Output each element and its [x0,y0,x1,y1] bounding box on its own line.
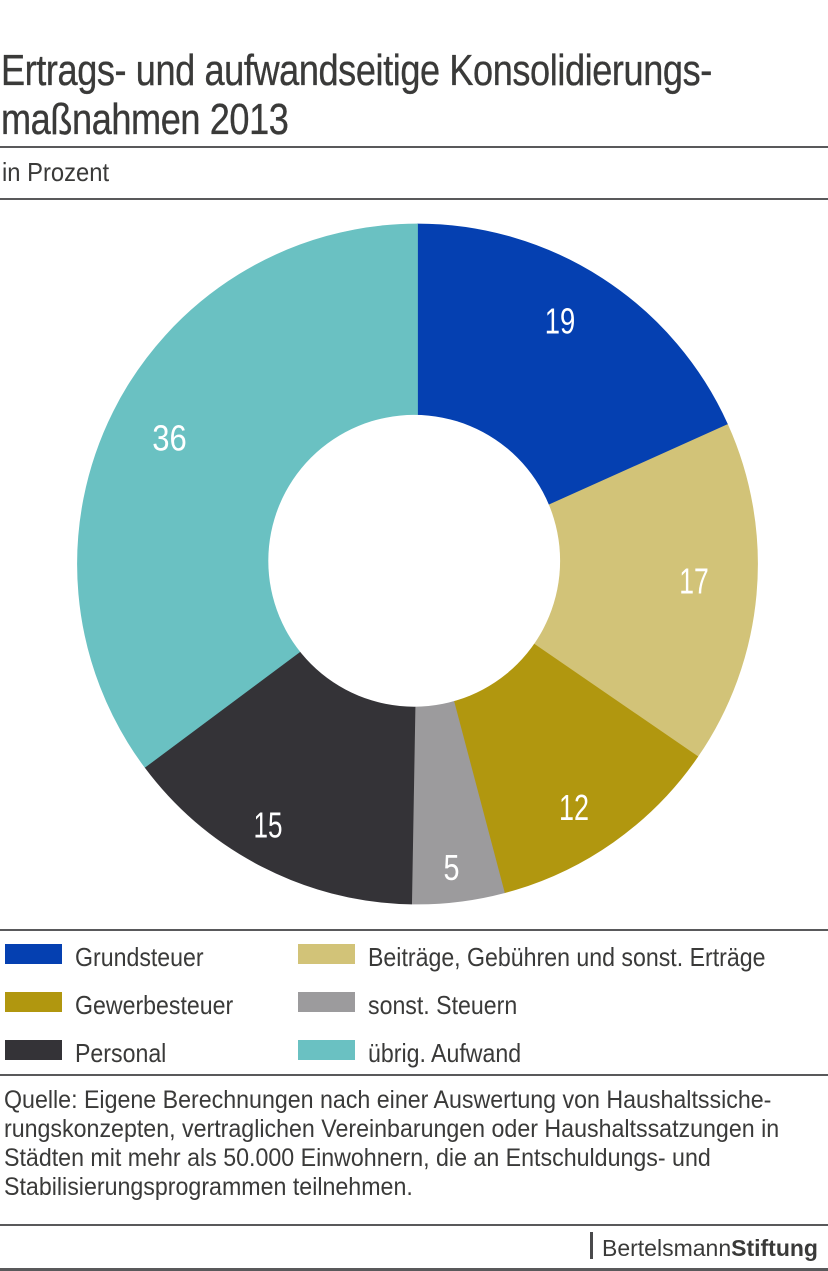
svg-text:12: 12 [559,787,589,828]
svg-text:19: 19 [545,301,576,342]
svg-text:15: 15 [254,805,283,846]
svg-text:5: 5 [444,847,460,888]
svg-text:17: 17 [679,561,709,602]
svg-text:36: 36 [152,418,187,459]
